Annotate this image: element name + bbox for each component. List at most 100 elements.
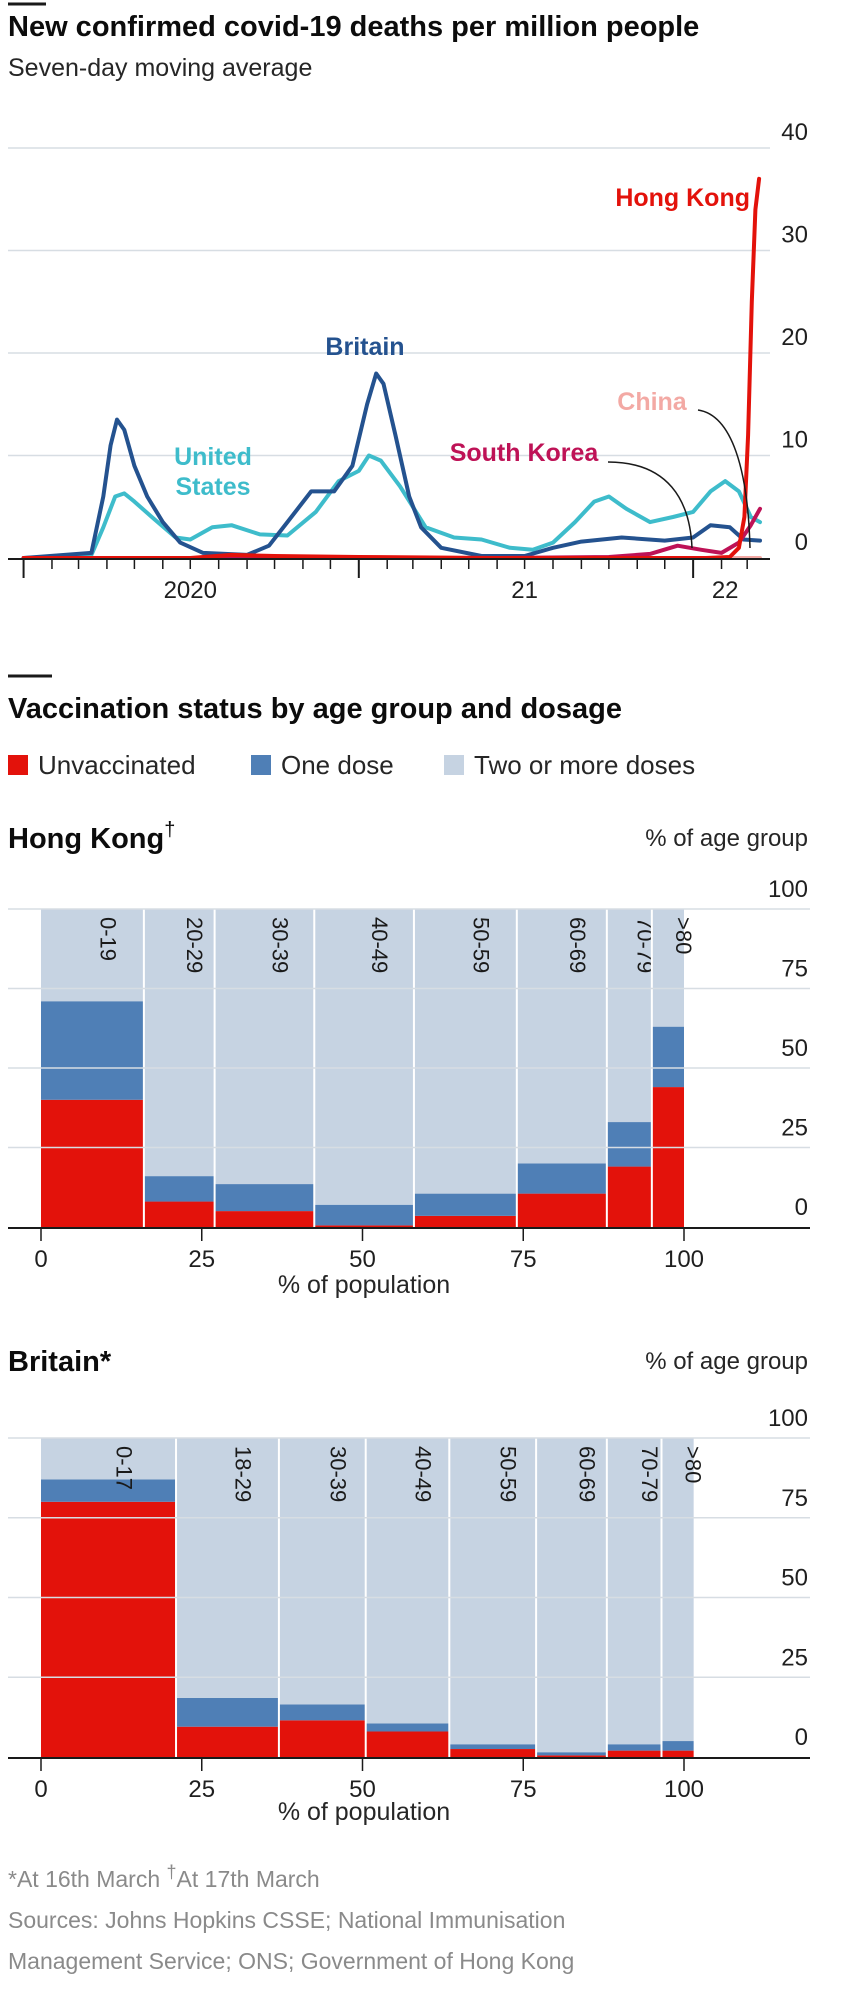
x-tick-label-0: 0 bbox=[34, 1246, 47, 1273]
age-group-label-0-19: 0-19 bbox=[95, 917, 120, 961]
legend-label-unvaccinated: Unvaccinated bbox=[38, 750, 196, 780]
y-tick-label-0: 0 bbox=[795, 1724, 808, 1751]
leader-line-china bbox=[697, 409, 751, 549]
vaccination-title: Vaccination status by age group and dosa… bbox=[8, 693, 622, 725]
bar-40-49-one-dose bbox=[314, 1204, 414, 1226]
age-group-label-30-39: 30-39 bbox=[267, 917, 292, 973]
age-group-label-18-29: 18-29 bbox=[230, 1446, 255, 1502]
bar-40-49-unvaccinated bbox=[314, 1225, 414, 1227]
y-tick-label-30: 30 bbox=[781, 222, 808, 249]
age-group-label-60-69: 60-69 bbox=[565, 917, 590, 973]
bar-70-79-one-dose bbox=[606, 1744, 662, 1751]
x-tick-label-21: 21 bbox=[511, 577, 538, 604]
y-tick-label-10: 10 bbox=[781, 427, 808, 454]
bar-80-two-or-more-doses bbox=[661, 1438, 694, 1742]
bar-30-39-one-dose bbox=[278, 1704, 366, 1721]
bar-20-29-two-or-more-doses bbox=[143, 909, 215, 1177]
age-group-label-0-17: 0-17 bbox=[112, 1446, 137, 1490]
hk-axes: 0 25 50 75 100 0 25 50 75 100 bbox=[8, 876, 810, 1273]
bar-18-29-one-dose bbox=[176, 1697, 279, 1727]
line-chart-series-labels: Hong Kong Britain United States South Korea C… bbox=[174, 184, 751, 549]
y-tick-label-40: 40 bbox=[781, 119, 808, 146]
x-tick-label-50: 50 bbox=[349, 1776, 376, 1803]
bar-30-39-two-or-more-doses bbox=[214, 909, 315, 1185]
legend-swatch-one-dose bbox=[251, 755, 271, 775]
y-tick-label-50: 50 bbox=[781, 1565, 808, 1592]
series-label-china: China bbox=[617, 388, 688, 416]
footnotes: *At 16th March †At 17th March Sources: J… bbox=[8, 1862, 574, 1974]
line-chart-gridlines bbox=[8, 147, 770, 457]
series-label-line: Hong Kong bbox=[615, 184, 750, 212]
legend-swatch-unvaccinated bbox=[8, 755, 28, 775]
line-chart-subtitle: Seven-day moving average bbox=[8, 54, 312, 82]
x-tick-label-22: 22 bbox=[712, 577, 739, 604]
bar-70-79-unvaccinated bbox=[606, 1166, 652, 1227]
bar-40-49-two-or-more-doses bbox=[365, 1438, 450, 1724]
x-tick-label-75: 75 bbox=[510, 1246, 537, 1273]
bar-0-17-unvaccinated bbox=[41, 1501, 177, 1757]
bar-18-29-unvaccinated bbox=[176, 1726, 279, 1757]
bar-80-unvaccinated bbox=[661, 1750, 694, 1757]
bar-60-69-unvaccinated bbox=[516, 1193, 607, 1227]
line-chart-y-ticks: 0 10 20 30 40 bbox=[781, 119, 808, 556]
hk-unit-label: % of age group bbox=[645, 825, 808, 852]
bar-30-39-two-or-more-doses bbox=[278, 1438, 366, 1705]
age-group-label-40-49: 40-49 bbox=[367, 917, 392, 973]
age-group-label-80: >80 bbox=[671, 917, 696, 954]
bar-40-49-one-dose bbox=[365, 1723, 450, 1732]
age-group-label-50-59: 50-59 bbox=[468, 917, 493, 973]
series-line-united-states bbox=[21, 453, 762, 560]
bar-30-39-one-dose bbox=[214, 1184, 315, 1212]
hk-title-mark: † bbox=[164, 819, 175, 841]
series-label-britain: Britain bbox=[325, 333, 404, 361]
bar-70-79-two-or-more-doses bbox=[606, 909, 652, 1123]
bar-70-79-two-or-more-doses bbox=[606, 1438, 662, 1745]
bar-60-69-two-or-more-doses bbox=[536, 1438, 607, 1753]
series-line-britain bbox=[21, 371, 762, 560]
hong-kong-vaccination-chart: Hong Kong† % of age group 0-19 20-29 30-39… bbox=[8, 819, 810, 1299]
bar-80-two-or-more-doses bbox=[651, 909, 684, 1027]
footnote-sources-2: Management Service; ONS; Government of H… bbox=[8, 1948, 574, 1974]
legend-swatch-two-doses bbox=[444, 755, 464, 775]
vaccination-legend: Unvaccinated One dose Two or more doses bbox=[8, 750, 695, 780]
y-tick-label-25: 25 bbox=[781, 1644, 808, 1671]
y-tick-label-0: 0 bbox=[795, 1194, 808, 1221]
bar-50-59-one-dose bbox=[449, 1744, 537, 1750]
series-line-south-korea bbox=[21, 506, 762, 560]
bar-50-59-two-or-more-doses bbox=[413, 909, 517, 1194]
line-chart-series bbox=[21, 176, 762, 560]
uk-title-mark: * bbox=[100, 1346, 112, 1378]
x-tick-label-25: 25 bbox=[188, 1776, 215, 1803]
bar-60-69-unvaccinated bbox=[536, 1755, 607, 1757]
legend-label-two-doses: Two or more doses bbox=[474, 750, 695, 780]
bar-20-29-unvaccinated bbox=[143, 1201, 215, 1227]
age-group-label-80: >80 bbox=[681, 1446, 706, 1483]
x-tick-label-50: 50 bbox=[349, 1246, 376, 1273]
series-label-line: States bbox=[175, 473, 250, 501]
leader-line-south-korea bbox=[607, 461, 693, 549]
x-tick-label-75: 75 bbox=[510, 1776, 537, 1803]
series-label-line: United bbox=[174, 443, 252, 471]
bar-0-19-two-or-more-doses bbox=[41, 909, 144, 1002]
bar-30-39-unvaccinated bbox=[214, 1211, 315, 1227]
series-label-line: South Korea bbox=[450, 439, 600, 467]
y-tick-label-100: 100 bbox=[768, 1405, 808, 1432]
bar-0-17-one-dose bbox=[41, 1479, 177, 1502]
uk-chart-title: Britain* bbox=[8, 1346, 112, 1378]
age-group-label-20-29: 20-29 bbox=[182, 917, 207, 973]
footnote-sources-1: Sources: Johns Hopkins CSSE; National Im… bbox=[8, 1907, 565, 1933]
bar-18-29-two-or-more-doses bbox=[176, 1438, 279, 1698]
bar-70-79-one-dose bbox=[606, 1122, 652, 1167]
y-tick-label-20: 20 bbox=[781, 324, 808, 351]
line-chart-title: New confirmed covid-19 deaths per millio… bbox=[8, 11, 699, 43]
x-tick-label-100: 100 bbox=[664, 1246, 704, 1273]
vaccination-section: Vaccination status by age group and dosa… bbox=[8, 674, 695, 780]
bar-60-69-two-or-more-doses bbox=[516, 909, 607, 1164]
y-tick-label-25: 25 bbox=[781, 1115, 808, 1142]
age-group-label-30-39: 30-39 bbox=[325, 1446, 350, 1502]
uk-unit-label: % of age group bbox=[645, 1348, 808, 1375]
legend-label-one-dose: One dose bbox=[281, 750, 394, 780]
bar-20-29-one-dose bbox=[143, 1176, 215, 1202]
deaths-line-chart: New confirmed covid-19 deaths per millio… bbox=[8, 2, 808, 604]
